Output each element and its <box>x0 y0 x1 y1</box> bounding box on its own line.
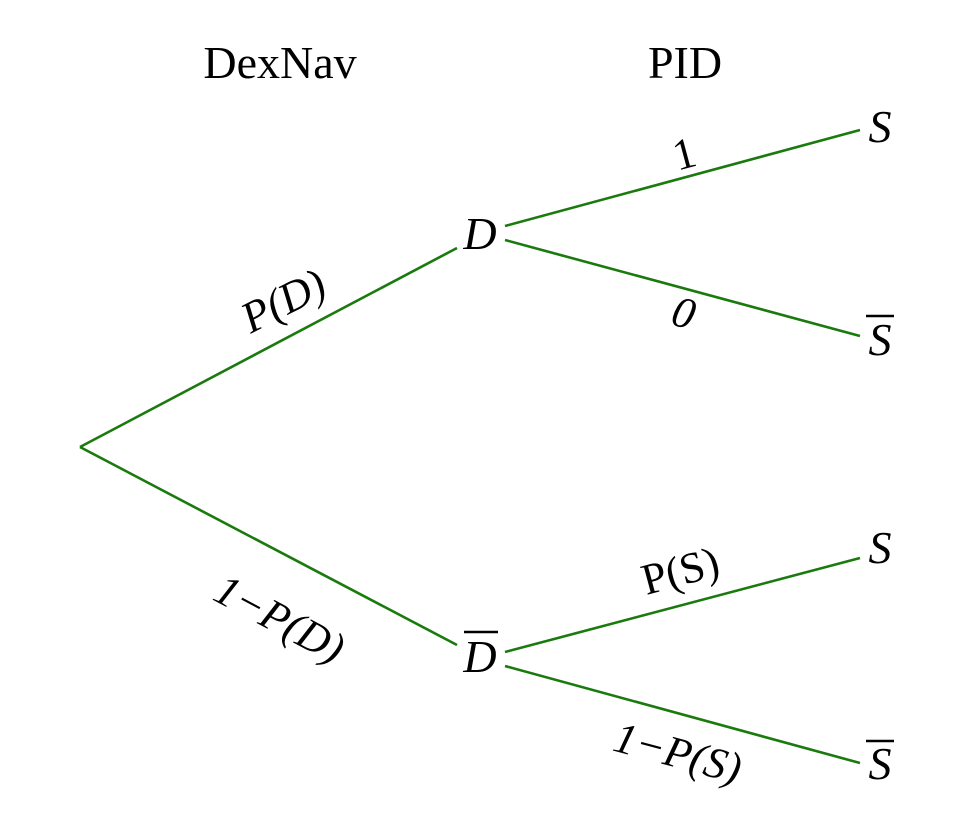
label-one-minus-p-d: 1−P(D) <box>206 564 352 673</box>
label-one-minus-p-s: 1−P(S) <box>609 712 747 793</box>
label-zero: 0 <box>667 286 701 339</box>
label-p-d: P(D) <box>232 259 334 343</box>
node-not-s-top: S <box>869 314 892 365</box>
node-not-s-bottom: S <box>869 738 892 789</box>
node-s-bottom: S <box>869 522 892 573</box>
branch-not-d-to-s <box>504 556 861 654</box>
branch-root-to-not-d <box>79 445 458 647</box>
label-p-s: P(S) <box>636 537 724 605</box>
node-s-top: S <box>869 101 892 152</box>
branch-root-to-d <box>79 246 458 449</box>
node-not-d: D <box>462 631 496 682</box>
branch-d-to-not-s <box>504 238 861 338</box>
header-pid: PID <box>648 37 722 88</box>
header-dexnav: DexNav <box>203 37 356 88</box>
node-d: D <box>462 208 496 259</box>
branch-not-d-to-not-s <box>504 664 861 765</box>
branch-d-to-s <box>504 128 861 228</box>
label-one: 1 <box>667 127 701 180</box>
